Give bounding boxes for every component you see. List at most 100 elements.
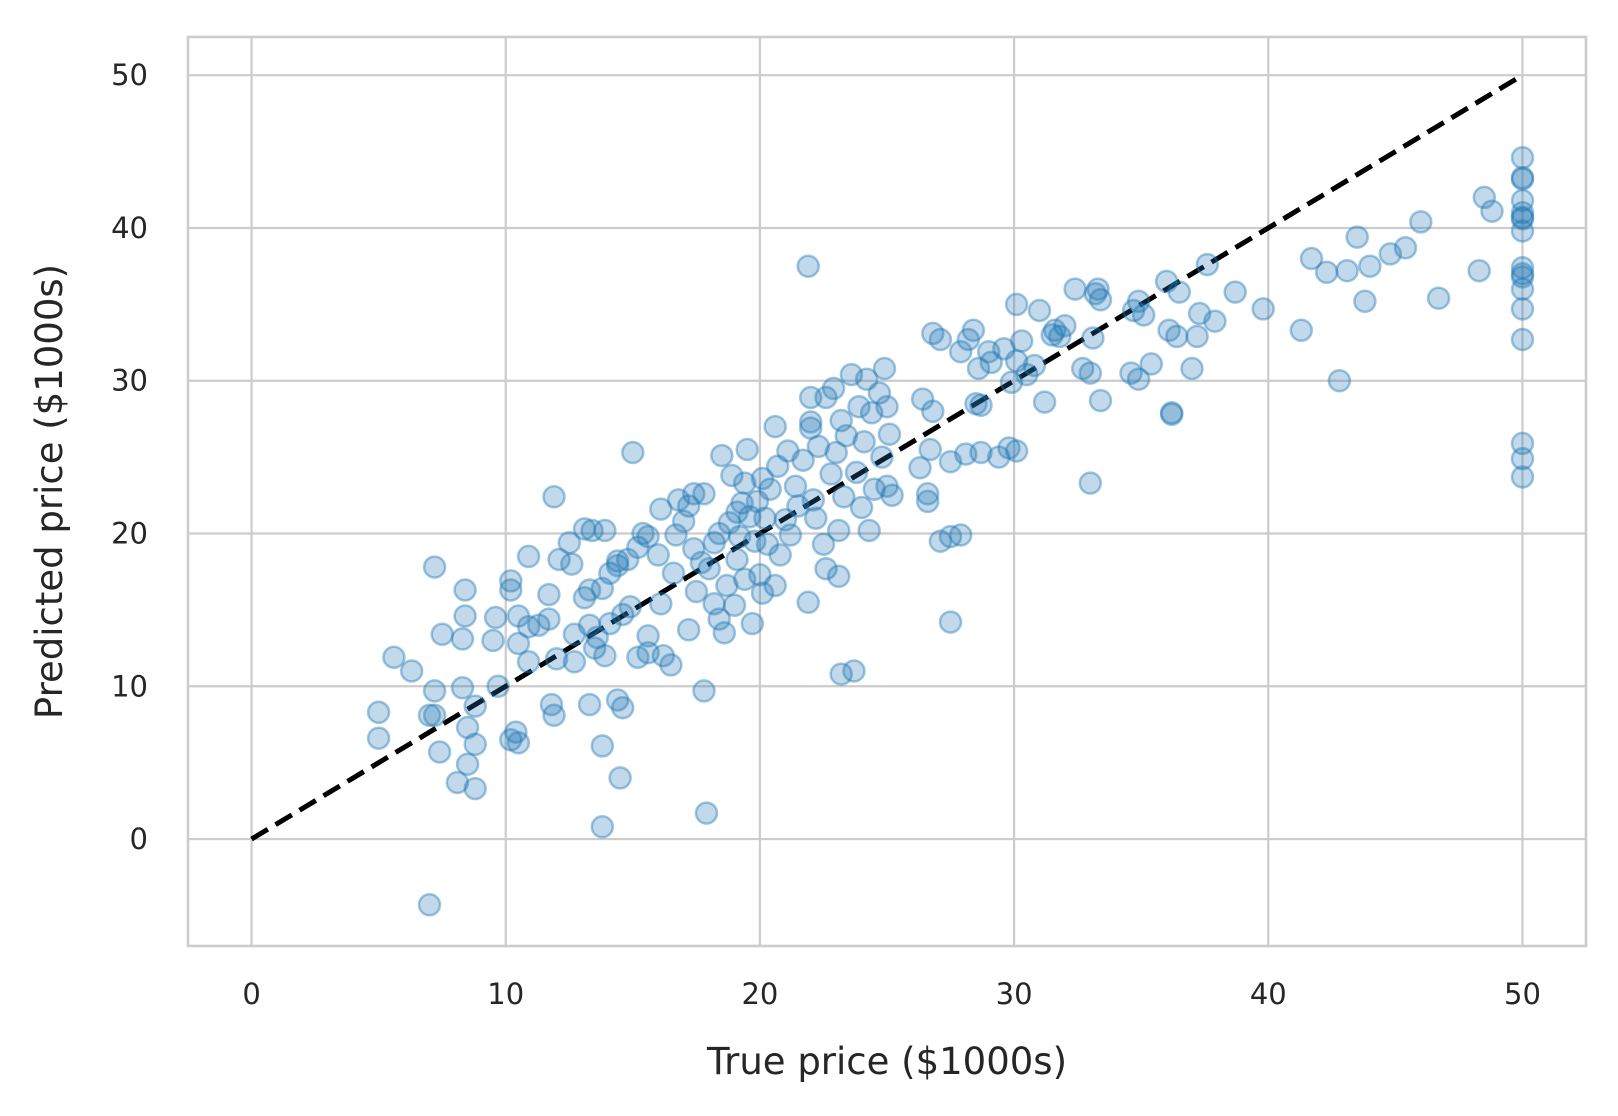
- scatter-point: [826, 564, 851, 589]
- y-axis-label: Predicted price ($1000s): [28, 264, 71, 719]
- scatter-point: [605, 549, 630, 573]
- scatter-point: [859, 401, 884, 425]
- scatter-point: [499, 578, 523, 602]
- scatter-point: [1070, 356, 1095, 381]
- scatter-point: [577, 578, 602, 602]
- scatter-point: [832, 485, 856, 509]
- scatter-point: [725, 547, 749, 572]
- scatter-point: [1081, 326, 1105, 350]
- scatter-point: [1510, 297, 1535, 321]
- scatter-point: [615, 547, 640, 572]
- scatter-point: [694, 801, 719, 825]
- scatter-point: [987, 445, 1011, 469]
- scatter-point: [417, 893, 442, 917]
- scatter-point: [1004, 439, 1029, 463]
- scatter-point: [1083, 281, 1108, 306]
- scatter-point: [1327, 368, 1352, 393]
- scatter-point: [814, 556, 838, 581]
- scatter-point: [1053, 313, 1077, 338]
- scatter-point: [516, 544, 541, 569]
- scatter-point: [783, 474, 808, 498]
- scatter-point: [605, 688, 630, 712]
- scatter-point: [743, 529, 767, 553]
- scatter-point: [422, 679, 447, 703]
- scatter-point: [849, 495, 874, 520]
- data-points: [366, 145, 1535, 917]
- scatter-point: [811, 532, 836, 556]
- scatter-point: [544, 647, 569, 671]
- scatter-point: [796, 590, 820, 615]
- scatter-point: [702, 592, 726, 616]
- scatter-point: [824, 440, 848, 465]
- scatter-point: [366, 700, 391, 725]
- scatter-point: [1195, 252, 1220, 277]
- scatter-point: [463, 732, 487, 757]
- scatter-point: [697, 556, 721, 581]
- scatter-point: [1299, 246, 1324, 271]
- scatter-point: [618, 595, 643, 619]
- scatter-point: [928, 529, 953, 553]
- scatter-point: [582, 636, 607, 660]
- scatter-point: [1480, 199, 1504, 223]
- scatter-point: [486, 674, 510, 699]
- scatter-point: [1121, 298, 1146, 323]
- scatter-point: [572, 517, 597, 541]
- scatter-point: [717, 511, 742, 535]
- scatter-point: [1510, 205, 1535, 230]
- scatter-point: [572, 585, 597, 610]
- scatter-point: [537, 582, 561, 607]
- scatter-point: [948, 339, 973, 364]
- scatter-point: [1510, 465, 1535, 489]
- scatter-point: [453, 578, 477, 602]
- scatter-point: [829, 408, 853, 433]
- scatter-point: [834, 423, 859, 448]
- scatter-point: [1131, 303, 1156, 327]
- scatter-point: [976, 339, 1001, 364]
- scatter-point: [676, 494, 701, 518]
- scatter-point: [956, 327, 981, 352]
- scatter-point: [798, 410, 823, 434]
- scatter-point: [499, 569, 523, 593]
- scatter-point: [722, 593, 747, 618]
- scatter-point: [1378, 242, 1403, 266]
- scatter-point: [867, 381, 892, 405]
- y-tick-labels: 0 10 20 30 40 50: [111, 58, 148, 856]
- scatter-point: [651, 643, 676, 668]
- scatter-point: [778, 523, 803, 547]
- scatter-point: [1078, 361, 1103, 385]
- scatter-point: [453, 604, 477, 628]
- scatter-point: [844, 460, 869, 485]
- scatter-point: [806, 434, 831, 459]
- scatter-point: [483, 605, 508, 630]
- scatter-point: [854, 367, 879, 391]
- scatter-point: [1510, 219, 1535, 243]
- scatter-point: [542, 485, 566, 509]
- scatter-point: [626, 645, 650, 670]
- scatter-point: [842, 659, 866, 683]
- scatter-point: [506, 604, 531, 628]
- scatter-point: [1510, 200, 1535, 225]
- y-tick-label: 10: [111, 669, 148, 703]
- scatter-point: [585, 625, 609, 650]
- x-tick-label: 40: [1250, 977, 1287, 1011]
- scatter-point: [562, 622, 587, 647]
- scatter-point: [712, 621, 737, 645]
- scatter-point: [1086, 277, 1110, 301]
- scatter-point: [740, 611, 765, 636]
- scatter-point: [1467, 258, 1491, 283]
- scatter-point: [1510, 327, 1535, 352]
- scatter-point: [763, 414, 787, 439]
- scatter-point: [969, 393, 993, 417]
- scatter-point: [1393, 236, 1418, 260]
- scatter-point: [763, 573, 787, 598]
- scatter-point: [1126, 367, 1151, 391]
- scatter-point: [829, 662, 853, 686]
- scatter-point: [445, 770, 470, 795]
- scatter-point: [798, 416, 823, 440]
- scatter-point: [715, 573, 739, 598]
- scatter-point: [1180, 356, 1204, 381]
- scatter-point: [605, 553, 630, 578]
- scatter-point: [710, 443, 734, 468]
- scatter-point: [427, 740, 452, 764]
- scatter-point: [966, 356, 991, 381]
